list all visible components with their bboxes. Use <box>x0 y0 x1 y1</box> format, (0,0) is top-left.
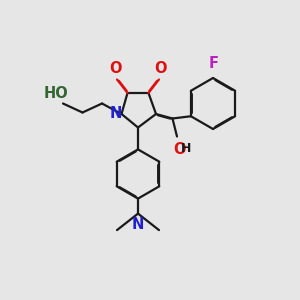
Text: O: O <box>154 61 167 76</box>
Text: O: O <box>109 61 122 76</box>
Text: H: H <box>181 142 191 155</box>
Text: N: N <box>132 217 144 232</box>
Text: N: N <box>110 106 122 122</box>
Text: F: F <box>208 56 219 71</box>
Text: O: O <box>173 142 186 157</box>
Text: HO: HO <box>44 85 69 100</box>
